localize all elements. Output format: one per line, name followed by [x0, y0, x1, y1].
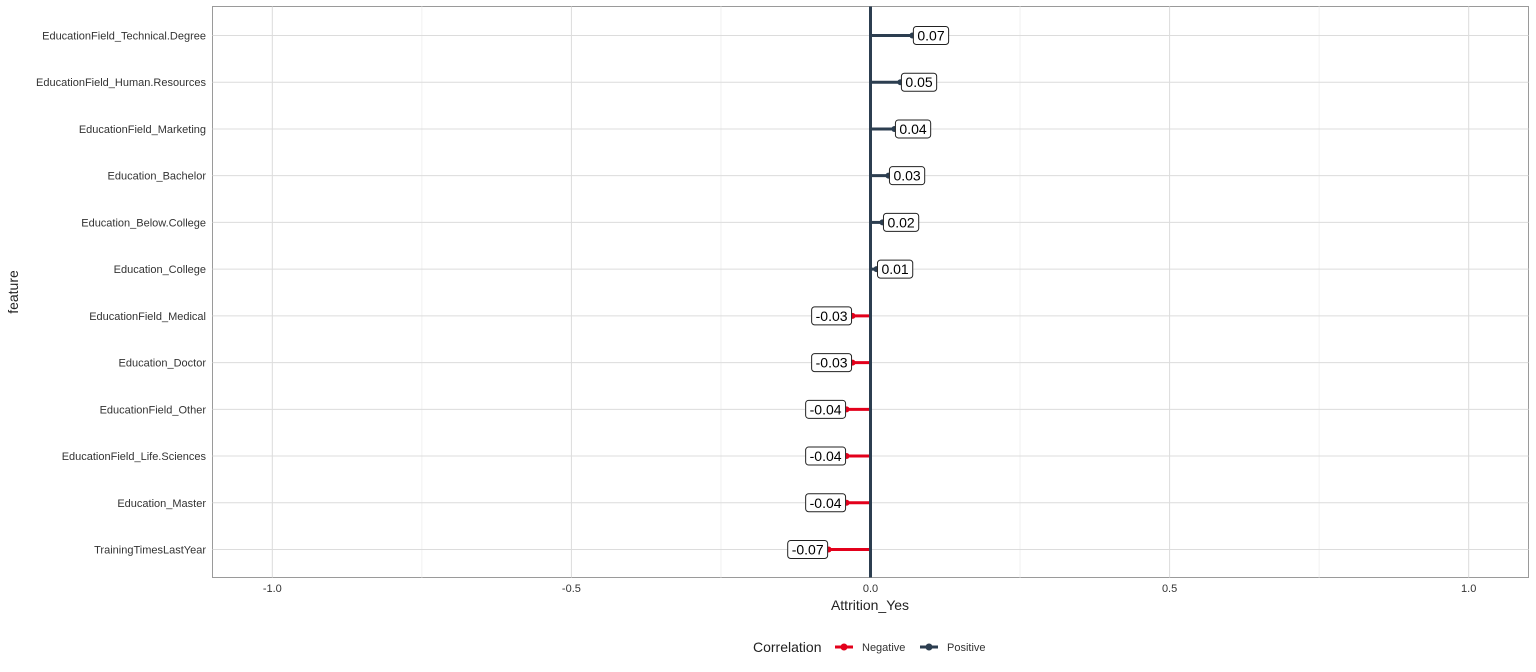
data-label-box [900, 72, 938, 92]
legend-label: Negative [862, 642, 905, 654]
legend-title: Correlation [753, 639, 821, 655]
chart-marks: 0.07 0.05 0.04 0.03 0.02 0.01 -0.03 -0.03 -0.04 -… [787, 6, 950, 578]
data-label-text: 0.07 [917, 28, 944, 44]
data-label-box [811, 353, 853, 373]
data-label: -0.04 [805, 446, 847, 466]
legend-label: Positive [947, 642, 986, 654]
data-label-box [811, 306, 853, 326]
data-label-text: -0.07 [792, 542, 824, 558]
data-label-box [882, 212, 920, 232]
data-label: -0.07 [787, 540, 829, 559]
data-label: 0.07 [912, 26, 950, 45]
data-label-text: -0.04 [810, 401, 842, 417]
data-label-text: -0.04 [810, 495, 842, 511]
data-label-box [805, 399, 847, 419]
y-tick-label: Education_Master [117, 498, 206, 510]
data-label: -0.03 [811, 353, 853, 373]
data-label-text: 0.04 [899, 121, 926, 137]
data-label-text: 0.05 [905, 74, 932, 90]
y-tick-label: Education_College [114, 264, 206, 276]
data-label: 0.04 [894, 119, 932, 139]
legend-key-point [840, 643, 848, 651]
data-label: 0.05 [900, 72, 938, 92]
y-tick-label: Education_Below.College [81, 217, 206, 229]
data-label-text: 0.03 [893, 168, 920, 184]
data-label-text: 0.01 [881, 261, 908, 277]
x-tick-label: 0.0 [863, 583, 878, 595]
legend-key-point [925, 643, 933, 651]
data-label-box [894, 119, 932, 139]
x-tick-label: -0.5 [562, 583, 581, 595]
data-label-box [888, 166, 926, 186]
data-label: 0.03 [888, 166, 926, 186]
data-label: -0.04 [805, 399, 847, 419]
data-label-text: 0.02 [887, 214, 914, 230]
x-axis: -1.0 -0.5 0.0 0.5 1.0 [263, 583, 1476, 595]
x-tick-label: 0.5 [1162, 583, 1177, 595]
data-label: 0.02 [882, 212, 920, 232]
data-label: -0.03 [811, 306, 853, 326]
y-tick-label: Education_Doctor [119, 358, 207, 370]
y-tick-label: TrainingTimesLastYear [94, 545, 206, 557]
y-tick-label: EducationField_Other [100, 404, 207, 416]
data-label-box [876, 259, 914, 279]
data-label: -0.04 [805, 493, 847, 513]
x-tick-label: 1.0 [1461, 583, 1476, 595]
y-tick-label: EducationField_Life.Sciences [62, 451, 207, 463]
y-tick-label: Education_Bachelor [108, 171, 207, 183]
legend: Correlation Negative Positive [753, 639, 986, 655]
y-axis: EducationField_Technical.Degree Education… [36, 31, 206, 557]
data-label-box [805, 493, 847, 513]
data-label-box [787, 540, 829, 559]
y-tick-label: EducationField_Technical.Degree [42, 31, 206, 43]
data-label: 0.01 [876, 259, 914, 279]
x-axis-title: Attrition_Yes [831, 597, 909, 613]
data-label-box [805, 446, 847, 466]
data-label-text: -0.04 [810, 448, 842, 464]
y-axis-title: feature [5, 270, 21, 314]
y-tick-label: EducationField_Medical [89, 311, 206, 323]
x-tick-label: -1.0 [263, 583, 282, 595]
y-tick-label: EducationField_Marketing [79, 124, 206, 136]
data-label-box [912, 26, 950, 45]
data-label-text: -0.03 [816, 355, 848, 371]
y-tick-label: EducationField_Human.Resources [36, 77, 206, 89]
data-label-text: -0.03 [816, 308, 848, 324]
